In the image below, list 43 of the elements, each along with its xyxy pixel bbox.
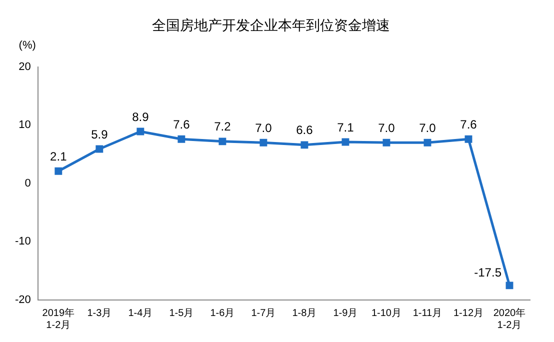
data-label: 7.0	[255, 120, 272, 135]
point	[506, 282, 514, 290]
point	[464, 135, 472, 143]
point	[424, 138, 432, 146]
point	[96, 145, 104, 153]
x-tick-label: 1-7月	[251, 308, 276, 319]
y-tick-label: 10	[18, 119, 31, 132]
data-label: -17.5	[474, 266, 502, 280]
data-label: 7.6	[173, 117, 190, 132]
x-tick-label: 1-11月	[412, 308, 442, 319]
data-label: 6.6	[296, 123, 314, 138]
data-label: 8.9	[132, 110, 150, 124]
x-tick-label: 1-5月	[169, 308, 194, 319]
y-tick-label: -10	[14, 236, 31, 248]
x-tick-label: 1-6月	[210, 308, 235, 319]
y-axis-title: (%)	[18, 39, 36, 52]
x-tick-label: 1-10月	[371, 308, 402, 319]
data-label: 7.0	[378, 120, 396, 135]
point	[382, 138, 390, 146]
data-label: 7.1	[337, 120, 354, 134]
x-tick-label: 1-12月	[453, 308, 484, 319]
point	[300, 141, 308, 149]
point	[342, 138, 350, 146]
x-tick-label: 2019年 1-2月	[42, 306, 75, 331]
y-tick-label: -20	[14, 294, 31, 306]
x-tick-label: 2020年 1-2月	[493, 306, 526, 331]
point	[218, 138, 226, 146]
point	[54, 167, 62, 175]
x-tick-label: 1-4月	[128, 308, 153, 319]
data-label: 7.0	[419, 120, 436, 135]
point	[260, 138, 268, 146]
x-tick-label: 1-9月	[333, 308, 358, 319]
y-tick-label: 20	[18, 60, 31, 73]
point	[178, 135, 186, 143]
data-label: 5.9	[91, 127, 108, 142]
point	[136, 128, 144, 136]
data-label: 7.2	[214, 120, 232, 134]
y-tick-label: 0	[24, 177, 31, 190]
data-label: 7.6	[460, 117, 478, 132]
chart-title: 全国房地产开发企业本年到位资金增速	[152, 18, 390, 34]
data-label: 2.1	[50, 149, 68, 164]
x-tick-label: 1-8月	[292, 308, 317, 319]
x-tick-label: 1-3月	[87, 308, 112, 319]
